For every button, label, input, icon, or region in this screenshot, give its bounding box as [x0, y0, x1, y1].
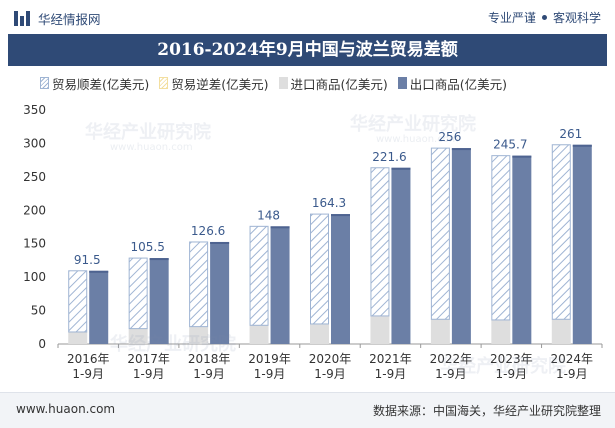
export-bar — [391, 167, 411, 344]
legend-label-surplus: 贸易顺差(亿美元) — [52, 76, 150, 92]
export-bar — [512, 155, 532, 344]
legend-label-export: 出口商品(亿美元) — [409, 76, 508, 92]
surplus-data-label: 126.6 — [191, 224, 225, 238]
x-tick-label: 2020年 1-9月 — [309, 352, 352, 381]
surplus-data-label: 221.6 — [372, 150, 406, 164]
y-tick-label: 250 — [23, 170, 46, 184]
import-bar — [249, 325, 269, 344]
export-bar — [331, 214, 350, 344]
surplus-data-label: 148 — [257, 208, 280, 222]
brand-logo-icon — [14, 11, 31, 26]
x-tick-label: 2022年 1-9月 — [430, 352, 473, 381]
legend-label-deficit: 贸易逆差(亿美元) — [171, 76, 269, 92]
export-bar-cap — [210, 241, 230, 244]
legend-label-import: 进口商品(亿美元) — [290, 76, 388, 92]
footer-url[interactable]: www.huaon.com — [16, 402, 116, 416]
import-bar — [370, 315, 390, 344]
slogan-left: 专业严谨 — [487, 11, 536, 25]
surplus-data-label: 164.3 — [312, 196, 346, 210]
export-bar — [89, 270, 109, 344]
surplus-bar — [491, 155, 511, 321]
surplus-data-label: 105.5 — [130, 240, 164, 254]
x-tick-label: 2018年 1-9月 — [188, 352, 231, 381]
legend-item-export: 出口商品(亿美元) — [397, 74, 508, 93]
legend-swatch-surplus — [40, 77, 49, 89]
export-bar — [572, 144, 592, 344]
surplus-bar — [68, 270, 88, 333]
export-bar — [270, 226, 290, 344]
legend-swatch-export — [397, 77, 407, 89]
chart-title: 2016-2024年9月中国与波兰贸易差额 — [8, 34, 607, 66]
export-bar-cap — [451, 148, 471, 151]
import-bar — [430, 319, 450, 344]
brand-name: 华经情报网 — [38, 12, 101, 27]
x-tick-label: 2016年 1-9月 — [67, 352, 110, 381]
chart-legend: 贸易顺差(亿美元) 贸易逆差(亿美元) 进口商品(亿美元) 出口商品(亿美元) — [40, 74, 517, 92]
export-bar — [451, 148, 471, 344]
x-tick-label: 2024年 1-9月 — [551, 352, 594, 381]
surplus-bar — [189, 241, 209, 328]
surplus-data-label: 256 — [438, 130, 461, 144]
legend-item-deficit: 贸易逆差(亿美元) — [159, 74, 269, 93]
surplus-bar — [310, 213, 329, 325]
slogan: 专业严谨 客观科学 — [488, 9, 601, 26]
y-tick-label: 200 — [23, 203, 46, 217]
export-bar-cap — [89, 270, 109, 273]
surplus-bar — [430, 147, 450, 320]
surplus-data-label: 245.7 — [493, 138, 527, 152]
surplus-bar — [370, 167, 390, 317]
dot-icon — [541, 15, 547, 20]
brand[interactable]: 华经情报网 — [14, 9, 101, 28]
footer: www.huaon.com 数据来源：中国海关，华经产业研究院整理 — [0, 392, 615, 428]
export-bar-cap — [270, 226, 290, 229]
legend-item-surplus: 贸易顺差(亿美元) — [40, 74, 149, 93]
bar-chart: 0 50 100 150 200 250 300 350 91.5 2016年 1-9月 105.5 2… — [23, 103, 603, 381]
import-bar — [189, 326, 209, 344]
surplus-data-label: 261 — [559, 127, 582, 141]
y-tick-label: 50 — [31, 304, 46, 318]
slogan-right: 客观科学 — [552, 11, 601, 25]
export-bar — [149, 258, 169, 344]
x-tick-label: 2023年 1-9月 — [490, 352, 533, 381]
y-tick-label: 0 — [38, 337, 46, 351]
x-tick-label: 2021年 1-9月 — [369, 352, 412, 381]
export-bar-cap — [149, 258, 169, 261]
import-bar — [128, 328, 148, 344]
export-bar-cap — [572, 144, 592, 147]
export-bar-cap — [512, 155, 532, 158]
legend-swatch-import — [278, 77, 288, 89]
export-bar — [210, 241, 230, 344]
legend-item-import: 进口商品(亿美元) — [278, 74, 388, 93]
x-tick-label: 2017年 1-9月 — [127, 352, 170, 381]
y-tick-label: 300 — [23, 136, 46, 150]
export-bar-cap — [331, 214, 350, 217]
y-tick-label: 350 — [23, 103, 46, 117]
x-tick-label: 2019年 1-9月 — [248, 352, 291, 381]
y-tick-label: 150 — [23, 237, 46, 251]
surplus-bar — [128, 257, 148, 330]
import-bar — [310, 323, 329, 344]
import-bar — [491, 319, 511, 344]
import-bar — [551, 319, 571, 344]
surplus-data-label: 91.5 — [74, 253, 101, 267]
y-tick-label: 100 — [23, 270, 46, 284]
surplus-bar — [551, 144, 571, 320]
import-bar — [68, 331, 88, 344]
surplus-bar — [249, 225, 269, 326]
footer-source: 数据来源：中国海关，华经产业研究院整理 — [372, 404, 601, 418]
top-bar: 华经情报网 专业严谨 客观科学 — [0, 0, 615, 34]
export-bar-cap — [391, 167, 411, 170]
legend-swatch-deficit — [159, 77, 169, 89]
